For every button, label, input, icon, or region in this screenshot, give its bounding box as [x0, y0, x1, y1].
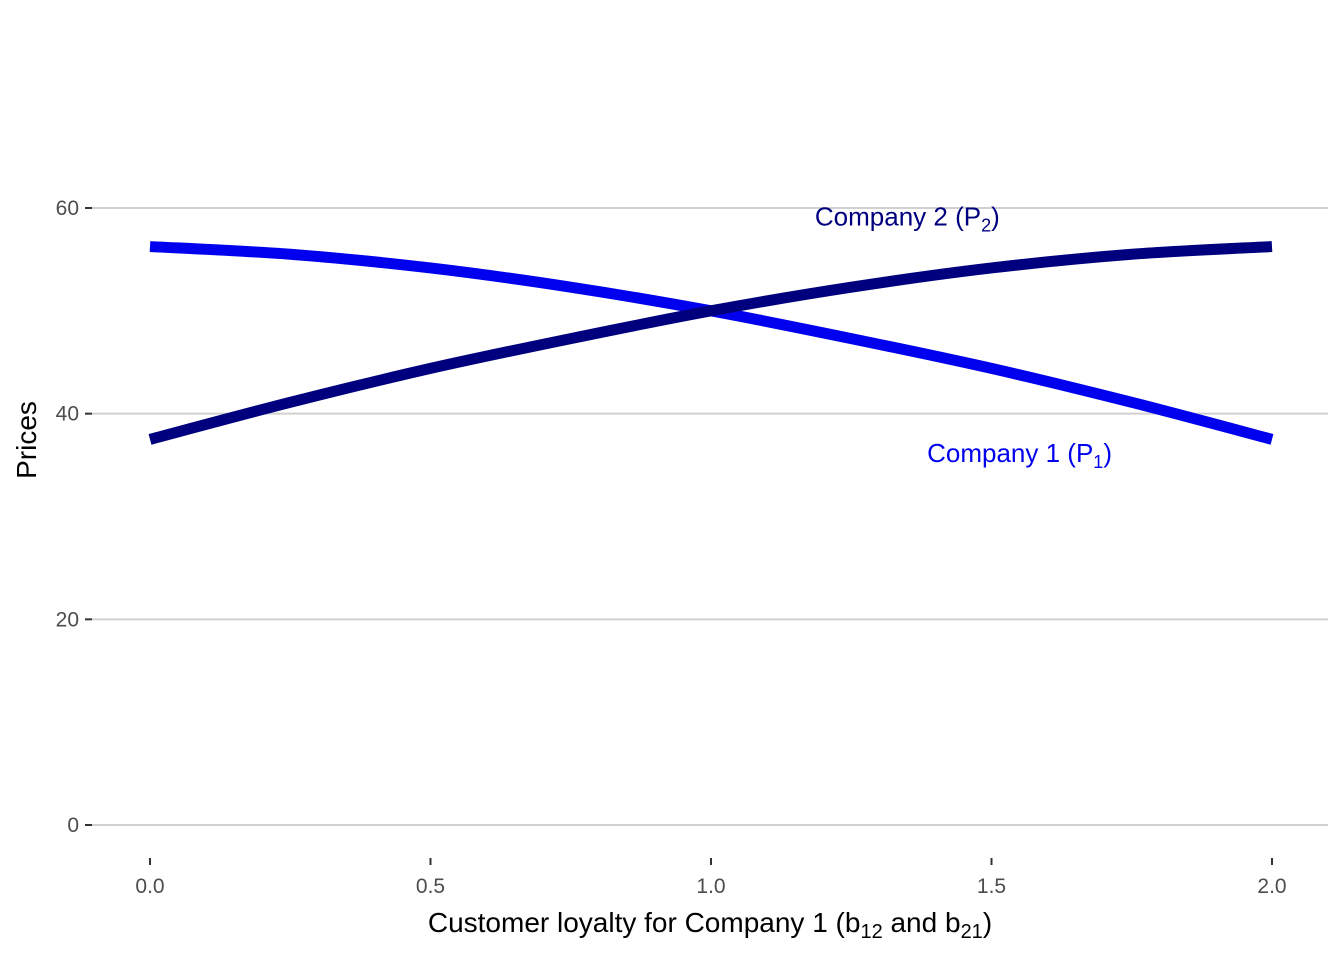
y-tick-label: 60	[56, 197, 79, 220]
series-line-company-2	[148, 241, 1273, 445]
y-axis-title: Prices	[11, 401, 42, 479]
x-axis-title: Customer loyalty for Company 1 (b12 and …	[428, 907, 992, 943]
x-tick-label: 1.5	[977, 875, 1006, 898]
y-tick-label: 0	[67, 814, 79, 837]
series-label-company-2: Company 2 (P2)	[815, 201, 1000, 235]
series-line-company-1	[149, 241, 1274, 445]
x-tick-label: 1.0	[696, 875, 725, 898]
x-axis-title-end: )	[983, 907, 992, 938]
y-tick-label: 40	[56, 403, 79, 426]
y-tick-label: 20	[56, 608, 79, 631]
y-axis: 0 20 40 60	[56, 197, 92, 837]
x-axis-title-mid: and b	[883, 907, 961, 938]
series-lines	[148, 241, 1274, 445]
x-axis-title-sub2: 21	[961, 921, 983, 943]
series-labels: Company 1 (P1) Company 2 (P2)	[815, 201, 1112, 472]
x-tick-label: 2.0	[1257, 875, 1286, 898]
x-axis-title-sub1: 12	[860, 921, 882, 943]
x-axis-title-main: Customer loyalty for Company 1 (b	[428, 907, 861, 938]
x-tick-label: 0.5	[416, 875, 445, 898]
x-tick-label: 0.0	[135, 875, 164, 898]
series-label-company-1: Company 1 (P1)	[927, 438, 1112, 472]
grid-lines	[92, 207, 1328, 826]
x-axis: 0.0 0.5 1.0 1.5 2.0	[135, 858, 1287, 898]
